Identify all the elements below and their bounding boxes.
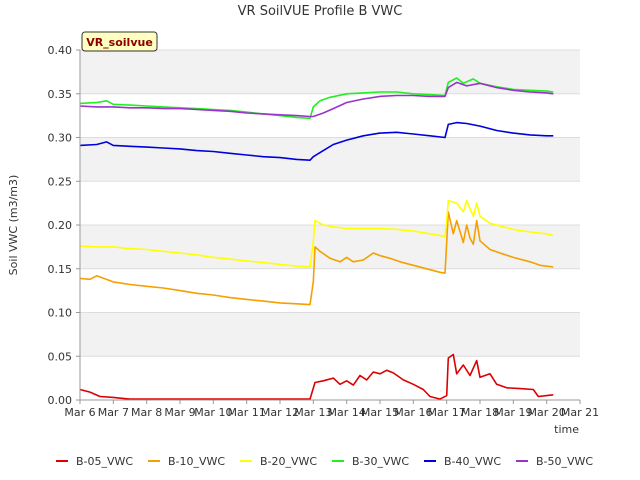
legend-item-b-05-vwc: B-05_VWC [56,455,133,468]
series-line-b-30-vwc [79,77,554,120]
x-tick-label: Mar 21 [561,406,599,419]
series-line-b-05-vwc [79,353,554,400]
x-tick-label: Mar 9 [164,406,195,419]
plot-band [80,225,580,269]
x-tick-label: Mar 12 [261,406,299,419]
legend-label: B-20_VWC [260,455,317,468]
x-tick-label: Mar 19 [494,406,532,419]
series-line-b-50-vwc [79,81,554,118]
y-tick-label: 0.05 [48,350,73,363]
x-tick-label: Mar 16 [394,406,432,419]
x-tick-label: Mar 20 [528,406,566,419]
x-tick-label: Mar 14 [328,406,366,419]
y-tick-label: 0.40 [48,44,73,57]
x-tick-label: Mar 13 [294,406,332,419]
y-tick-labels: 0.00 0.05 0.10 0.15 0.20 0.25 0.30 0.35 0.40 [48,44,80,407]
plot-bands [80,50,580,400]
plot-band [80,137,580,182]
y-tick-label: 0.15 [48,263,73,276]
y-tick-label: 0.25 [48,175,73,188]
y-tick-label: 0.20 [48,219,73,232]
series-lines [79,77,554,400]
legend-label: B-05_VWC [76,455,133,468]
series-line-b-40-vwc [79,121,554,161]
plot-band [80,356,580,400]
chart-title: VR SoilVUE Profile B VWC [238,4,403,19]
legend-label: B-50_VWC [536,455,593,468]
legend-item-b-10-vwc: B-10_VWC [148,455,225,468]
y-tick-label: 0.30 [48,132,73,145]
site-badge-label: VR_soilvue [86,36,153,49]
x-tick-label: Mar 10 [194,406,232,419]
plot-band [80,181,580,225]
legend-label: B-40_VWC [444,455,501,468]
legend-item-b-40-vwc: B-40_VWC [424,455,501,468]
plot-band [80,268,580,313]
x-tick-label: Mar 17 [428,406,466,419]
x-tick-label: Mar 18 [461,406,499,419]
site-badge: VR_soilvue [81,31,158,52]
y-tick-label: 0.10 [48,307,73,320]
legend: B-05_VWC B-10_VWC B-20_VWC B-30_VWC B-40_VWC… [56,455,593,468]
x-tick-label: Mar 6 [64,406,95,419]
y-tick-label: 0.35 [48,88,73,101]
y-tick-label: 0.00 [48,394,73,407]
legend-label: B-10_VWC [168,455,225,468]
plot-band [80,50,580,94]
plot-band [80,312,580,357]
legend-item-b-50-vwc: B-50_VWC [516,455,593,468]
x-axis-title: time [554,423,579,436]
plot-band [80,93,580,138]
series-line-b-10-vwc [79,211,554,306]
y-axis-title: Soil VWC (m3/m3) [7,175,20,276]
x-tick-label: Mar 7 [98,406,129,419]
series-line-b-20-vwc [79,199,554,268]
site-badge-box [81,31,158,52]
legend-item-b-20-vwc: B-20_VWC [240,455,317,468]
legend-label: B-30_VWC [352,455,409,468]
x-tick-label: Mar 8 [131,406,162,419]
x-tick-label: Mar 11 [228,406,266,419]
legend-item-b-30-vwc: B-30_VWC [332,455,409,468]
x-tick-label: Mar 15 [361,406,399,419]
